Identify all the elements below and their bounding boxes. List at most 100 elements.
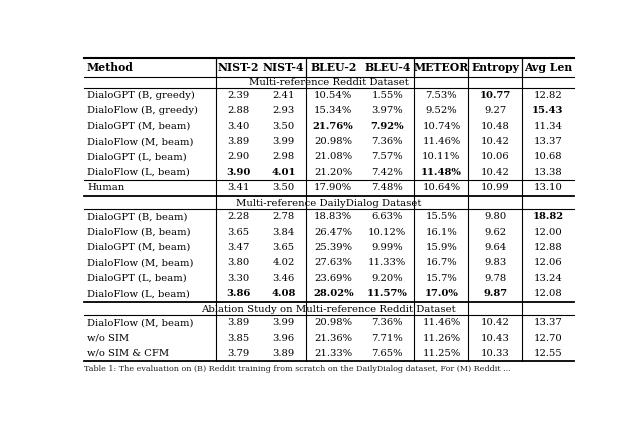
Text: DialoGPT (M, beam): DialoGPT (M, beam) — [87, 122, 190, 131]
Text: 4.01: 4.01 — [271, 168, 296, 177]
Text: Method: Method — [87, 62, 134, 73]
Text: 9.78: 9.78 — [484, 274, 506, 283]
Text: 10.64%: 10.64% — [422, 183, 460, 192]
Text: DialoFlow (L, beam): DialoFlow (L, beam) — [87, 289, 190, 298]
Text: 7.65%: 7.65% — [372, 349, 403, 358]
Text: 18.82: 18.82 — [532, 212, 564, 221]
Text: 2.88: 2.88 — [227, 106, 250, 115]
Text: 9.83: 9.83 — [484, 258, 506, 267]
Text: DialoGPT (B, greedy): DialoGPT (B, greedy) — [87, 91, 195, 100]
Text: 7.36%: 7.36% — [372, 137, 403, 146]
Text: 21.20%: 21.20% — [314, 168, 352, 177]
Text: 2.78: 2.78 — [273, 212, 295, 221]
Text: 27.63%: 27.63% — [314, 258, 352, 267]
Text: 3.50: 3.50 — [273, 183, 295, 192]
Text: 10.42: 10.42 — [481, 137, 510, 146]
Text: 2.39: 2.39 — [227, 91, 250, 100]
Text: 11.25%: 11.25% — [422, 349, 461, 358]
Text: 12.00: 12.00 — [534, 227, 563, 236]
Text: 26.47%: 26.47% — [314, 227, 352, 236]
Text: 3.85: 3.85 — [227, 334, 250, 343]
Text: 11.26%: 11.26% — [422, 334, 460, 343]
Text: Multi-reference DailyDialog Dataset: Multi-reference DailyDialog Dataset — [236, 199, 421, 208]
Text: 12.88: 12.88 — [534, 243, 563, 252]
Text: 15.34%: 15.34% — [314, 106, 353, 115]
Text: 3.80: 3.80 — [227, 258, 250, 267]
Text: BLEU-2: BLEU-2 — [310, 62, 356, 73]
Text: 7.92%: 7.92% — [371, 122, 404, 131]
Text: DialoFlow (M, beam): DialoFlow (M, beam) — [87, 258, 193, 267]
Text: METEOR: METEOR — [413, 62, 469, 73]
Text: 15.9%: 15.9% — [426, 243, 457, 252]
Text: 3.41: 3.41 — [227, 183, 250, 192]
Text: 10.68: 10.68 — [534, 153, 563, 162]
Text: DialoGPT (M, beam): DialoGPT (M, beam) — [87, 243, 190, 252]
Text: 2.90: 2.90 — [227, 153, 250, 162]
Text: 3.84: 3.84 — [273, 227, 295, 236]
Text: 12.82: 12.82 — [534, 91, 563, 100]
Text: DialoFlow (M, beam): DialoFlow (M, beam) — [87, 318, 193, 327]
Text: 10.33: 10.33 — [481, 349, 510, 358]
Text: NIST-4: NIST-4 — [263, 62, 305, 73]
Text: 9.64: 9.64 — [484, 243, 506, 252]
Text: DialoFlow (B, beam): DialoFlow (B, beam) — [87, 227, 191, 236]
Text: 12.70: 12.70 — [534, 334, 563, 343]
Text: 28.02%: 28.02% — [313, 289, 353, 298]
Text: 3.89: 3.89 — [227, 318, 250, 327]
Text: 4.08: 4.08 — [271, 289, 296, 298]
Text: 23.69%: 23.69% — [314, 274, 352, 283]
Text: 10.42: 10.42 — [481, 318, 510, 327]
Text: DialoFlow (M, beam): DialoFlow (M, beam) — [87, 137, 193, 146]
Text: 3.89: 3.89 — [227, 137, 250, 146]
Text: 10.99: 10.99 — [481, 183, 510, 192]
Text: 17.90%: 17.90% — [314, 183, 352, 192]
Text: 3.79: 3.79 — [227, 349, 250, 358]
Text: 7.71%: 7.71% — [371, 334, 403, 343]
Text: 17.0%: 17.0% — [424, 289, 458, 298]
Text: 10.06: 10.06 — [481, 153, 509, 162]
Text: 11.34: 11.34 — [534, 122, 563, 131]
Text: 12.06: 12.06 — [534, 258, 563, 267]
Text: 2.28: 2.28 — [227, 212, 250, 221]
Text: 21.36%: 21.36% — [314, 334, 352, 343]
Text: 7.57%: 7.57% — [371, 153, 403, 162]
Text: 6.63%: 6.63% — [372, 212, 403, 221]
Text: 3.97%: 3.97% — [371, 106, 403, 115]
Text: DialoFlow (L, beam): DialoFlow (L, beam) — [87, 168, 190, 177]
Text: 10.77: 10.77 — [480, 91, 511, 100]
Text: 4.02: 4.02 — [273, 258, 295, 267]
Text: NIST-2: NIST-2 — [218, 62, 259, 73]
Text: 3.99: 3.99 — [273, 318, 295, 327]
Text: 9.20%: 9.20% — [371, 274, 403, 283]
Text: 3.99: 3.99 — [273, 137, 295, 146]
Text: 9.27: 9.27 — [484, 106, 506, 115]
Text: 21.08%: 21.08% — [314, 153, 352, 162]
Text: 3.65: 3.65 — [228, 227, 250, 236]
Text: 15.5%: 15.5% — [426, 212, 457, 221]
Text: 11.57%: 11.57% — [367, 289, 408, 298]
Text: 12.55: 12.55 — [534, 349, 563, 358]
Text: 13.37: 13.37 — [534, 137, 563, 146]
Text: 9.99%: 9.99% — [371, 243, 403, 252]
Text: Avg Len: Avg Len — [524, 62, 572, 73]
Text: 12.08: 12.08 — [534, 289, 563, 298]
Text: Human: Human — [87, 183, 124, 192]
Text: 9.62: 9.62 — [484, 227, 506, 236]
Text: 15.43: 15.43 — [532, 106, 564, 115]
Text: w/o SIM: w/o SIM — [87, 334, 129, 343]
Text: 3.40: 3.40 — [227, 122, 250, 131]
Text: 3.96: 3.96 — [273, 334, 295, 343]
Text: 13.10: 13.10 — [534, 183, 563, 192]
Text: 13.38: 13.38 — [534, 168, 563, 177]
Text: 16.1%: 16.1% — [426, 227, 457, 236]
Text: 11.48%: 11.48% — [421, 168, 462, 177]
Text: 10.54%: 10.54% — [314, 91, 353, 100]
Text: 9.87: 9.87 — [483, 289, 508, 298]
Text: 10.48: 10.48 — [481, 122, 510, 131]
Text: 21.33%: 21.33% — [314, 349, 352, 358]
Text: 20.98%: 20.98% — [314, 318, 352, 327]
Text: BLEU-4: BLEU-4 — [364, 62, 410, 73]
Text: 11.46%: 11.46% — [422, 137, 461, 146]
Text: Table 1: The evaluation on (B) Reddit training from scratch on the DailyDialog d: Table 1: The evaluation on (B) Reddit tr… — [84, 365, 511, 373]
Text: 10.12%: 10.12% — [368, 227, 406, 236]
